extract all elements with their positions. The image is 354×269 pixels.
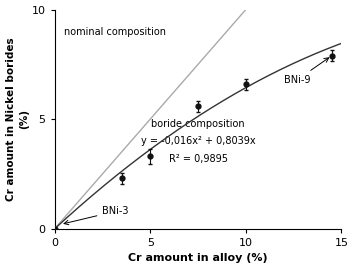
Text: y = -0,016x² + 0,8039x: y = -0,016x² + 0,8039x bbox=[141, 136, 255, 146]
Text: R² = 0,9895: R² = 0,9895 bbox=[169, 154, 228, 164]
Text: BNi-3: BNi-3 bbox=[64, 206, 129, 225]
Text: nominal composition: nominal composition bbox=[64, 27, 166, 37]
Text: boride composition: boride composition bbox=[151, 119, 245, 129]
X-axis label: Cr amount in alloy (%): Cr amount in alloy (%) bbox=[128, 253, 268, 263]
Y-axis label: Cr amount in Nickel borides
(%): Cr amount in Nickel borides (%) bbox=[6, 37, 29, 201]
Text: BNi-9: BNi-9 bbox=[284, 58, 329, 85]
